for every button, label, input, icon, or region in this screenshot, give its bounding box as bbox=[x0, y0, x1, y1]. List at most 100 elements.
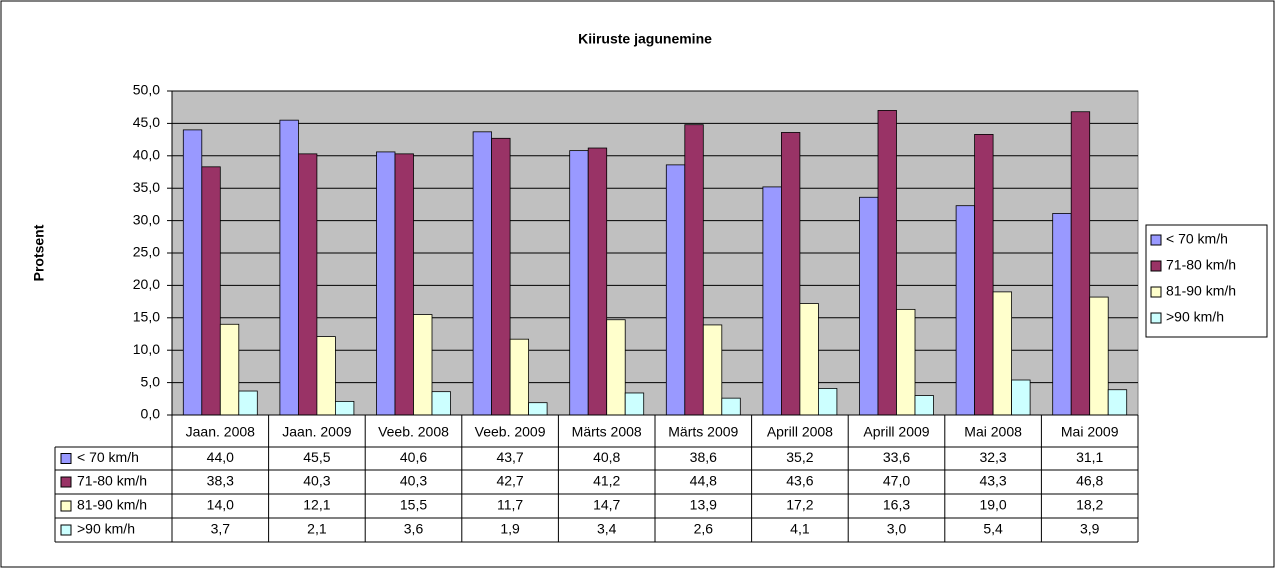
y-axis-label: Protsent bbox=[31, 224, 47, 281]
bar bbox=[238, 390, 258, 416]
table-cell: 35,2 bbox=[786, 449, 813, 465]
table-legend-swatch bbox=[60, 453, 72, 464]
x-tick-label: Mai 2009 bbox=[1061, 424, 1119, 440]
bar bbox=[1089, 296, 1109, 416]
table-cell: 3,0 bbox=[887, 521, 907, 537]
bar bbox=[279, 119, 299, 416]
table-cell: 47,0 bbox=[883, 473, 910, 489]
table-legend-swatch bbox=[60, 524, 72, 536]
legend-label: 71-80 km/h bbox=[1166, 257, 1236, 273]
bar bbox=[684, 124, 704, 416]
table-cell: 2,1 bbox=[307, 521, 327, 537]
table-cell: 19,0 bbox=[979, 497, 1006, 513]
bar bbox=[702, 324, 723, 416]
table-cell: 3,4 bbox=[597, 521, 617, 537]
legend-swatch bbox=[1150, 312, 1162, 324]
bar bbox=[974, 134, 994, 416]
table-cell: 43,7 bbox=[496, 449, 523, 465]
x-tick-label: Aprill 2008 bbox=[767, 424, 833, 440]
table-cell: 3,9 bbox=[1080, 521, 1100, 537]
bar bbox=[509, 338, 530, 416]
table-cell: 41,2 bbox=[593, 473, 620, 489]
y-tick-label: 10,0 bbox=[133, 341, 160, 357]
table-cell: 40,3 bbox=[400, 473, 427, 489]
bar bbox=[376, 151, 396, 416]
table-row-label: 81-90 km/h bbox=[77, 497, 147, 513]
bar bbox=[955, 205, 975, 416]
bar bbox=[665, 164, 686, 416]
table-cell: 14,7 bbox=[593, 497, 620, 513]
table-cell: 5,4 bbox=[983, 521, 1003, 537]
table-cell: 14,0 bbox=[207, 497, 234, 513]
table-cell: 40,8 bbox=[593, 449, 620, 465]
bar bbox=[431, 391, 451, 416]
table-row-label: >90 km/h bbox=[77, 521, 135, 537]
bar bbox=[413, 314, 433, 416]
table-cell: 18,2 bbox=[1076, 497, 1103, 513]
table-cell: 40,3 bbox=[303, 473, 330, 489]
table-cell: 31,1 bbox=[1076, 449, 1103, 465]
x-tick-label: Märts 2009 bbox=[668, 424, 738, 440]
y-tick-label: 40,0 bbox=[133, 147, 160, 163]
table-cell: 3,6 bbox=[404, 521, 424, 537]
table-cell: 3,7 bbox=[211, 521, 231, 537]
table-cell: 15,5 bbox=[400, 497, 427, 513]
bar bbox=[1070, 111, 1091, 416]
bar bbox=[606, 319, 626, 416]
table-cell: 43,6 bbox=[786, 473, 813, 489]
table-cell: 42,7 bbox=[496, 473, 523, 489]
table-row-label: < 70 km/h bbox=[77, 449, 139, 465]
legend-box bbox=[1145, 224, 1268, 338]
x-tick-label: Jaan. 2009 bbox=[282, 424, 351, 440]
table-cell: 32,3 bbox=[979, 449, 1006, 465]
bar bbox=[219, 323, 240, 416]
bar bbox=[624, 392, 645, 416]
legend-label: >90 km/h bbox=[1166, 309, 1224, 325]
bar bbox=[1052, 213, 1072, 416]
bar bbox=[569, 150, 589, 416]
legend-label: < 70 km/h bbox=[1166, 231, 1228, 247]
y-tick-label: 35,0 bbox=[133, 179, 160, 195]
table-cell: 1,9 bbox=[500, 521, 520, 537]
legend-swatch bbox=[1150, 260, 1162, 272]
x-tick-label: Jaan. 2008 bbox=[186, 424, 255, 440]
table-cell: 17,2 bbox=[786, 497, 813, 513]
table-cell: 13,9 bbox=[690, 497, 717, 513]
bar bbox=[182, 129, 203, 416]
bar bbox=[334, 400, 355, 416]
table-cell: 4,1 bbox=[790, 521, 810, 537]
table-cell: 12,1 bbox=[303, 497, 330, 513]
y-tick-label: 0,0 bbox=[141, 406, 161, 422]
legend-swatch bbox=[1150, 234, 1162, 246]
bar bbox=[762, 186, 782, 416]
bar bbox=[914, 395, 934, 416]
bar bbox=[818, 388, 838, 416]
table-legend-swatch bbox=[60, 476, 72, 488]
bar bbox=[394, 153, 414, 416]
table-cell: 16,3 bbox=[883, 497, 910, 513]
y-tick-label: 15,0 bbox=[133, 309, 160, 325]
bar bbox=[1107, 389, 1128, 416]
legend-label: 81-90 km/h bbox=[1166, 283, 1236, 299]
table-legend-swatch bbox=[60, 500, 72, 512]
table-cell: 44,0 bbox=[207, 449, 234, 465]
y-tick-label: 30,0 bbox=[133, 211, 160, 227]
bar bbox=[472, 131, 493, 416]
y-tick-label: 25,0 bbox=[133, 244, 160, 260]
bar bbox=[896, 308, 916, 416]
bar bbox=[877, 110, 897, 416]
x-tick-label: Aprill 2009 bbox=[863, 424, 929, 440]
chart-title: Kiiruste jagunemine bbox=[578, 31, 712, 47]
bar bbox=[316, 336, 336, 416]
y-tick-label: 5,0 bbox=[141, 373, 161, 389]
table-cell: 43,3 bbox=[979, 473, 1006, 489]
table-cell: 44,8 bbox=[690, 473, 717, 489]
bar bbox=[297, 153, 318, 416]
bar bbox=[992, 291, 1012, 416]
bar bbox=[491, 137, 511, 416]
table-cell: 40,6 bbox=[400, 449, 427, 465]
x-tick-label: Veeb. 2009 bbox=[475, 424, 546, 440]
y-tick-label: 45,0 bbox=[133, 114, 160, 130]
table-cell: 2,6 bbox=[694, 521, 714, 537]
